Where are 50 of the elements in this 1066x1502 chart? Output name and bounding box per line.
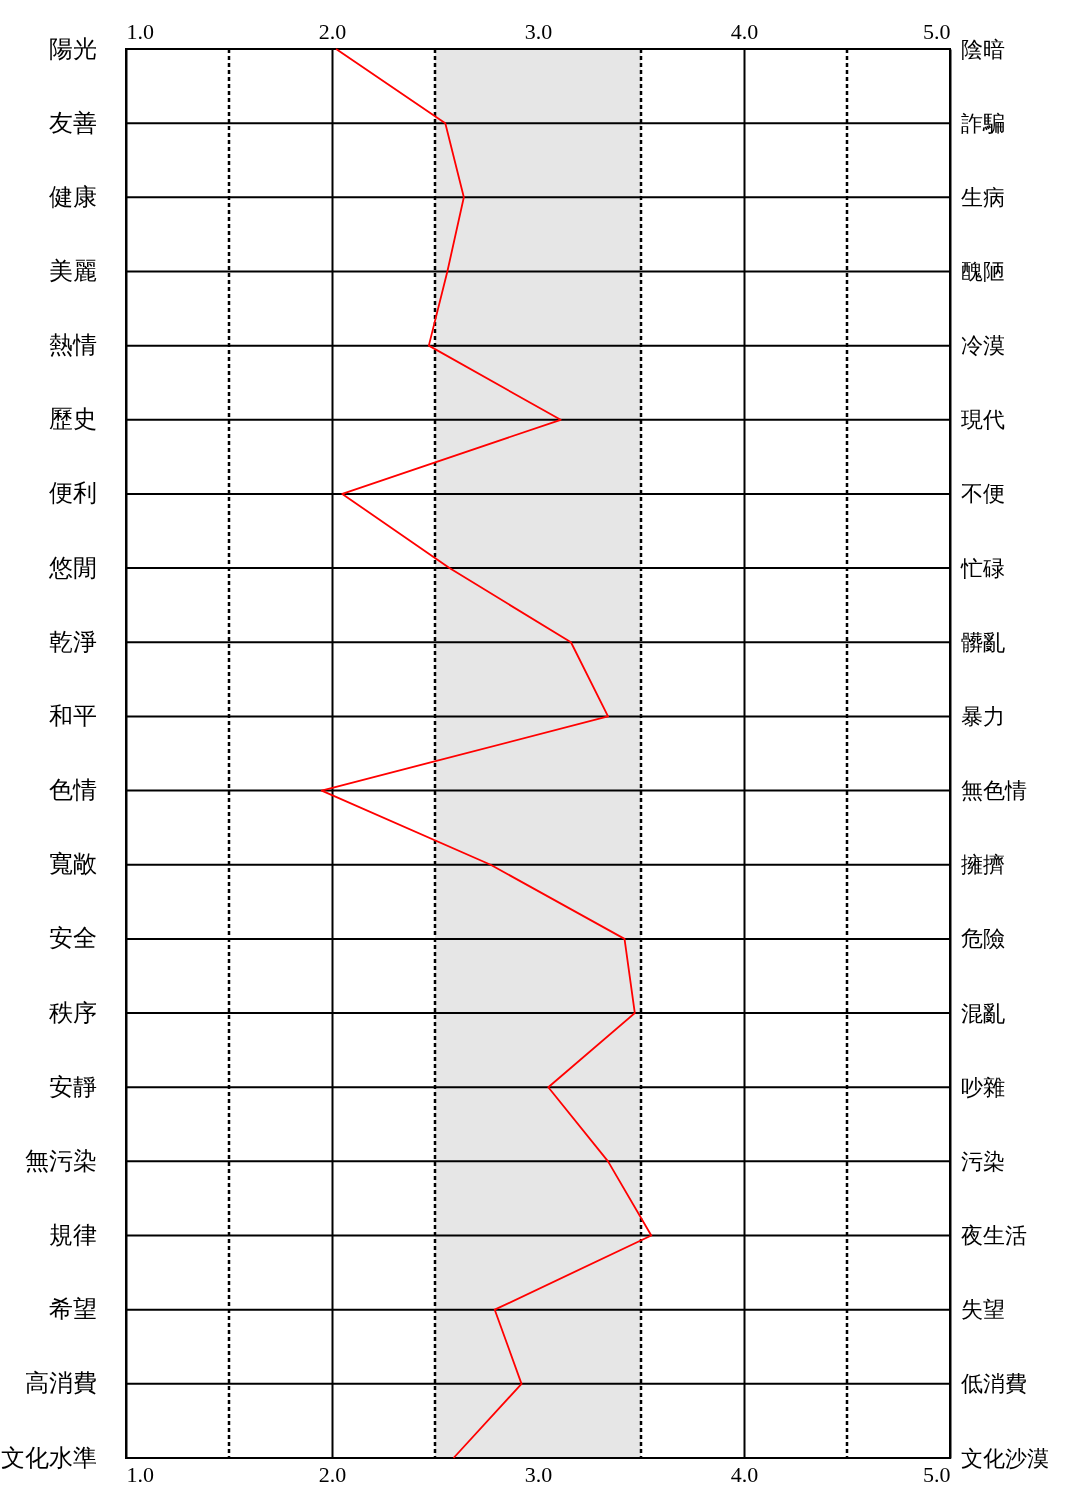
- y-tick-label: 無污染: [24, 1147, 97, 1174]
- y2-tick-label: 污染: [960, 1148, 1005, 1174]
- x2-tick-label: 3.0: [524, 18, 553, 44]
- y-tick-label: 便利: [48, 480, 97, 507]
- y-tick-label: 悠閒: [47, 554, 97, 581]
- x-tick-label: 3.0: [524, 1461, 553, 1487]
- y2-tick-label: 吵雜: [960, 1074, 1005, 1100]
- y2-tick-label: 危險: [960, 926, 1005, 952]
- y-tick-label: 文化水準: [0, 1444, 97, 1471]
- y-tick-label: 陽光: [48, 35, 97, 62]
- y2-tick-label: 擁擠: [960, 852, 1005, 878]
- x-tick-label: 5.0: [923, 1461, 951, 1487]
- y2-tick-label: 混亂: [960, 1000, 1005, 1026]
- y-tick-label: 希望: [48, 1296, 97, 1323]
- y-tick-label: 友善: [48, 109, 97, 136]
- y2-tick-label: 醜陋: [960, 258, 1005, 284]
- y-tick-label: 秩序: [48, 999, 97, 1026]
- y-tick-label: 規律: [48, 1222, 97, 1249]
- y-tick-label: 和平: [48, 702, 97, 729]
- y2-tick-label: 失望: [960, 1297, 1005, 1323]
- y-tick-label: 高消費: [24, 1370, 97, 1397]
- y2-tick-label: 冷漠: [960, 333, 1005, 359]
- y-tick-label: 歷史: [48, 406, 97, 433]
- y2-tick-label: 髒亂: [960, 629, 1005, 655]
- y2-tick-label: 不便: [960, 481, 1005, 507]
- y-tick-label: 色情: [48, 777, 97, 804]
- y2-tick-label: 無色情: [960, 778, 1027, 804]
- y2-tick-label: 忙碌: [959, 555, 1005, 581]
- y2-tick-label: 陰暗: [960, 36, 1005, 62]
- y-tick-label: 美麗: [48, 257, 97, 284]
- y2-tick-label: 低消費: [960, 1371, 1027, 1397]
- y-tick-label: 安全: [48, 925, 97, 952]
- x-tick-label: 4.0: [730, 1461, 759, 1487]
- y-tick-label: 健康: [48, 183, 97, 210]
- x-tick-label: 1.0: [126, 1461, 154, 1487]
- x-tick-label: 2.0: [318, 1461, 347, 1487]
- y-tick-label: 寬敞: [48, 851, 97, 878]
- y-tick-label: 熱情: [48, 332, 97, 359]
- x2-tick-label: 2.0: [318, 18, 347, 44]
- y2-tick-label: 詐騙: [960, 110, 1005, 136]
- y2-tick-label: 文化沙漠: [960, 1445, 1049, 1471]
- y2-tick-label: 現代: [960, 407, 1005, 433]
- y-tick-label: 安靜: [48, 1073, 97, 1100]
- y2-tick-label: 夜生活: [960, 1223, 1027, 1249]
- y2-tick-label: 生病: [960, 184, 1005, 210]
- y2-tick-label: 暴力: [960, 703, 1005, 729]
- x2-tick-label: 1.0: [126, 18, 154, 44]
- x2-tick-label: 4.0: [730, 18, 759, 44]
- x2-tick-label: 5.0: [923, 18, 951, 44]
- y-tick-label: 乾淨: [48, 628, 97, 655]
